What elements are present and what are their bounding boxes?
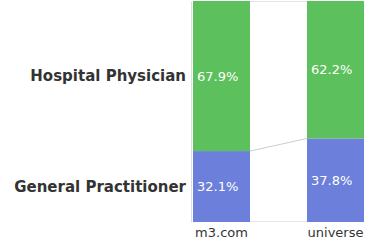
bars <box>193 1 364 222</box>
x-axis: m3.com universe <box>195 222 363 240</box>
x-tick: m3.com <box>195 222 248 240</box>
x-tick-label: m3.com <box>195 225 248 240</box>
x-tick: universe <box>308 222 364 240</box>
bar-segment <box>307 1 364 138</box>
y-axis <box>191 2 192 223</box>
y-axis-line <box>191 2 192 223</box>
series-names: General Practitioner Hospital Physician <box>14 67 186 196</box>
x-tick-label: universe <box>308 225 364 240</box>
connectors <box>250 1 307 222</box>
series-name: General Practitioner <box>14 178 186 196</box>
data-label: 67.9% <box>197 69 238 84</box>
chart: 32.1% 37.8% 67.9% 62.2% General Practitioner… <box>0 0 367 248</box>
bar-segment <box>193 1 250 151</box>
bar-segment <box>193 151 250 222</box>
data-label: 32.1% <box>197 179 238 194</box>
series-name: Hospital Physician <box>30 67 186 85</box>
data-label: 62.2% <box>311 62 352 77</box>
data-labels: 32.1% 37.8% 67.9% 62.2% <box>197 62 352 194</box>
connector-line <box>250 1 307 2</box>
connector-line <box>250 138 307 151</box>
bar-segment <box>307 138 364 222</box>
connector-line <box>250 222 307 223</box>
data-label: 37.8% <box>311 173 352 188</box>
